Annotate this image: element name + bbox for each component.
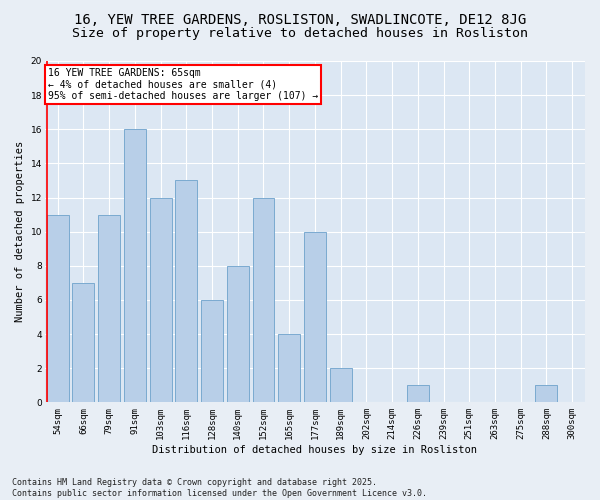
Bar xyxy=(124,130,146,402)
Bar xyxy=(98,214,120,402)
Bar xyxy=(330,368,352,402)
X-axis label: Distribution of detached houses by size in Rosliston: Distribution of detached houses by size … xyxy=(152,445,478,455)
Text: 16, YEW TREE GARDENS, ROSLISTON, SWADLINCOTE, DE12 8JG: 16, YEW TREE GARDENS, ROSLISTON, SWADLIN… xyxy=(74,12,526,26)
Bar xyxy=(201,300,223,402)
Bar xyxy=(407,386,429,402)
Bar xyxy=(47,214,68,402)
Bar xyxy=(535,386,557,402)
Bar xyxy=(227,266,248,402)
Text: 16 YEW TREE GARDENS: 65sqm
← 4% of detached houses are smaller (4)
95% of semi-d: 16 YEW TREE GARDENS: 65sqm ← 4% of detac… xyxy=(48,68,318,101)
Text: Size of property relative to detached houses in Rosliston: Size of property relative to detached ho… xyxy=(72,28,528,40)
Bar xyxy=(253,198,274,402)
Bar xyxy=(73,283,94,403)
Text: Contains HM Land Registry data © Crown copyright and database right 2025.
Contai: Contains HM Land Registry data © Crown c… xyxy=(12,478,427,498)
Bar xyxy=(149,198,172,402)
Bar xyxy=(278,334,300,402)
Bar xyxy=(175,180,197,402)
Y-axis label: Number of detached properties: Number of detached properties xyxy=(15,141,25,322)
Bar xyxy=(304,232,326,402)
